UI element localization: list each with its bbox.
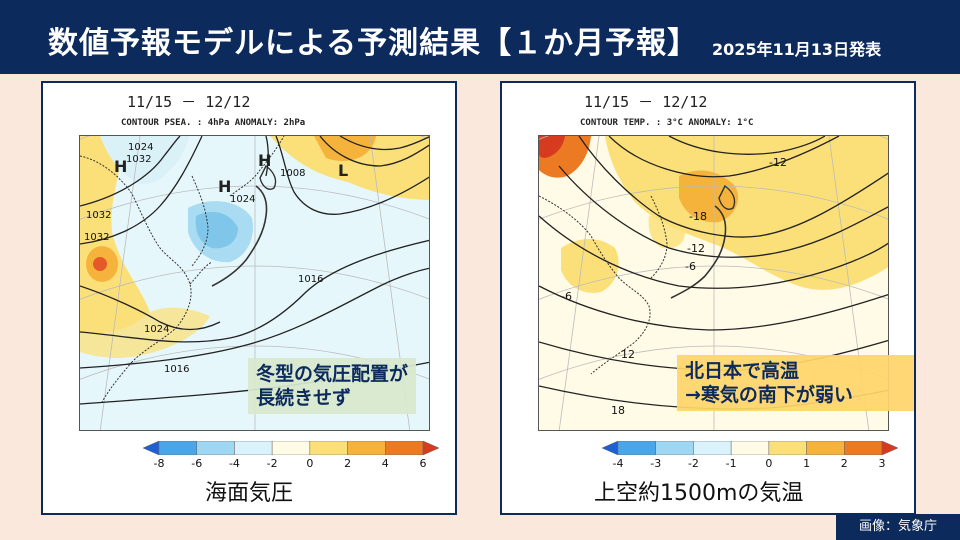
colorbar-tick-label: -2 <box>266 457 278 470</box>
temperature-colorbar-segment <box>768 441 807 455</box>
isotherm-label: 18 <box>611 404 625 417</box>
pressure-callout: 冬型の気圧配置が 長続きせず <box>248 358 417 414</box>
hokkaido-coastline <box>718 184 736 210</box>
forecast-period: 11/15 － 12/12 <box>127 93 251 111</box>
high-pressure-center-1: H <box>114 157 127 176</box>
positive-anomaly-west <box>80 136 150 334</box>
isotherm-label: 12 <box>621 348 635 361</box>
contour-info: CONTOUR PSEA. : 4hPa ANOMALY: 2hPa <box>121 118 306 128</box>
temperature-colorbar-segment <box>844 441 883 455</box>
colorbar-tick-label: -6 <box>191 457 203 470</box>
isobar-label: 1024 <box>230 194 255 205</box>
colorbar-tick-label: 0 <box>306 457 314 470</box>
pressure-colorbar-segment <box>143 441 160 455</box>
pressure-colorbar-segment <box>385 441 424 455</box>
positive-anomaly-north <box>605 136 888 290</box>
colorbar-tick-label: 4 <box>381 457 389 470</box>
positive-anomaly-north-core <box>314 136 376 162</box>
temperature-colorbar-segment <box>655 441 694 455</box>
isobar-label: 1008 <box>280 168 305 179</box>
colorbar-tick-label: 0 <box>765 457 773 470</box>
colorbar-tick-label: -8 <box>153 457 165 470</box>
isobar-label: 1016 <box>298 274 323 285</box>
colorbar-tick-label: -2 <box>687 457 699 470</box>
isotherm-label: -18 <box>689 210 707 223</box>
pressure-colorbar-segment <box>422 441 439 455</box>
pressure-colorbar-segment <box>309 441 348 455</box>
positive-anomaly-core <box>679 170 739 223</box>
positive-anomaly-south <box>80 307 210 358</box>
temperature-colorbar-segment <box>602 441 619 455</box>
temperature-colorbar-segment <box>806 441 845 455</box>
panel-label: 海面気圧 <box>205 481 294 506</box>
image-credit: 画像：気象庁 <box>836 514 960 540</box>
temperature-colorbar-segment <box>693 441 732 455</box>
colorbar-tick-label: -4 <box>612 457 624 470</box>
isobar-label: 1032 <box>84 232 109 243</box>
light-anomaly-north <box>100 136 190 185</box>
sea-level-pressure-panel: 11/15 － 12/12 CONTOUR PSEA. : 4hPa ANOMA… <box>41 81 457 515</box>
temperature-callout: 北日本で高温 →寒気の南下が弱い <box>677 355 914 411</box>
forecast-period: 11/15 － 12/12 <box>584 93 708 111</box>
colorbar-tick-label: -1 <box>725 457 737 470</box>
pressure-colorbar-segment <box>347 441 386 455</box>
isobar-label: 1024 <box>144 324 169 335</box>
contour-info: CONTOUR TEMP. : 3°C ANOMALY: 1°C <box>580 118 754 128</box>
isotherm-label: -12 <box>687 242 705 255</box>
colorbar-tick-label: -4 <box>228 457 240 470</box>
temperature-colorbar-segment <box>617 441 656 455</box>
pressure-colorbar-segment <box>271 441 311 455</box>
peak-anomaly-northwest <box>539 136 565 158</box>
panel-label: 上空約1500mの気温 <box>594 481 804 506</box>
isobar-label: 1024 <box>128 142 153 153</box>
page-title: 数値予報モデルによる予測結果【１か月予報】 <box>48 26 699 61</box>
isotherm-label: -6 <box>561 290 572 303</box>
callout-line-1: 冬型の気圧配置が <box>256 363 409 385</box>
temperature-850hpa-panel: 11/15 － 12/12 CONTOUR TEMP. : 3°C ANOMAL… <box>500 81 916 515</box>
colorbar-tick-label: 6 <box>419 457 427 470</box>
colorbar-tick-label: -3 <box>650 457 662 470</box>
isobar-label: 1016 <box>164 364 189 375</box>
isobar-label: 1032 <box>86 210 111 221</box>
callout-line-2: 長続きせず <box>256 387 352 409</box>
isotherm-label: -6 <box>685 260 696 273</box>
pressure-colorbar-segment <box>158 441 197 455</box>
colorbar-tick-label: 2 <box>840 457 848 470</box>
temperature-colorbar-segment <box>881 441 898 455</box>
pressure-colorbar-segment <box>234 441 273 455</box>
pressure-colorbar-segment <box>196 441 235 455</box>
colorbar-tick-label: 3 <box>878 457 886 470</box>
low-pressure-center: L <box>338 161 348 180</box>
positive-anomaly-peak <box>93 257 107 271</box>
isobar-label: 1032 <box>126 154 151 165</box>
hokkaido-coastline <box>259 164 277 190</box>
pressure-colorbar <box>143 441 439 455</box>
japan-coastline <box>670 205 727 299</box>
header-bar: 数値予報モデルによる予測結果【１か月予報】 2025年11月13日発表 <box>0 0 960 74</box>
temperature-colorbar-segment <box>730 441 770 455</box>
colorbar-tick-label: 2 <box>344 457 352 470</box>
negative-anomaly-core <box>195 212 238 249</box>
callout-line-1: 北日本で高温 <box>685 360 800 382</box>
isotherm-label: -12 <box>769 156 787 169</box>
japan-coastline <box>211 185 268 287</box>
high-pressure-center-2: H <box>218 177 231 196</box>
callout-line-2: →寒気の南下が弱い <box>685 384 853 406</box>
high-pressure-center-3: H <box>258 151 271 170</box>
issue-date: 2025年11月13日発表 <box>712 40 882 59</box>
positive-anomaly-north <box>270 136 429 200</box>
colorbar-tick-label: 1 <box>803 457 811 470</box>
temperature-colorbar <box>602 441 898 455</box>
